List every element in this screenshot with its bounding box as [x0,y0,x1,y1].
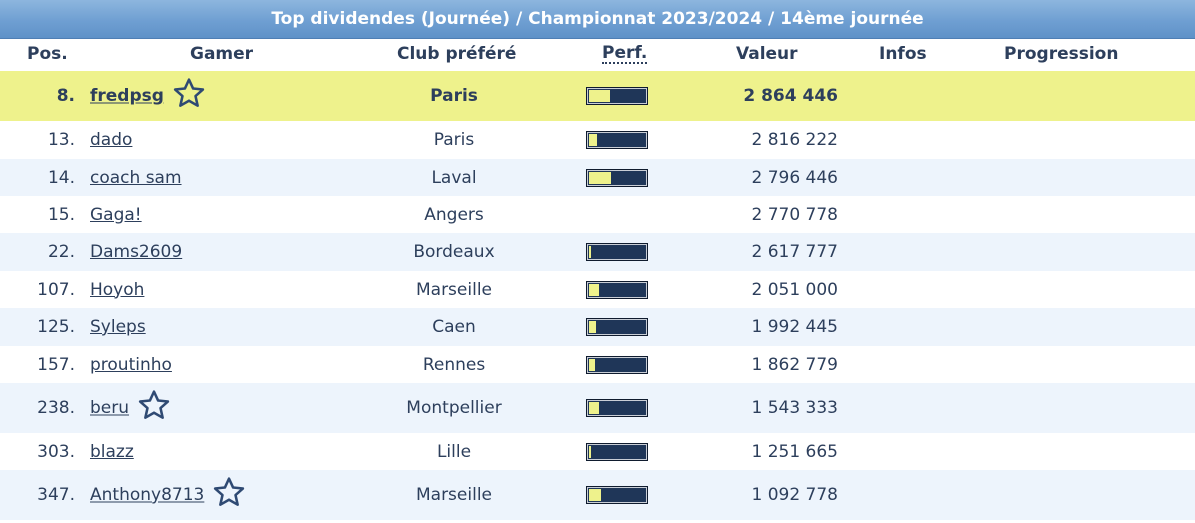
perf-bar [586,131,648,149]
gamer-cell: Dams2609 [90,242,182,262]
gamer-link[interactable]: Hoyoh [90,279,145,300]
col-gamer: Gamer [190,44,254,64]
row-position: 13. [47,130,75,150]
table-row: 238. beru Montpellier 1 543 333 [0,383,1195,433]
perf-bar-fill [589,445,591,458]
row-position: 303. [37,441,75,462]
gamer-cell: blazz [90,442,134,462]
table-row: 8. fredpsg Paris 2 864 446 [0,71,1195,121]
row-position: 157. [37,354,75,375]
perf-bar [586,486,648,504]
gamer-cell: Syleps [90,317,146,337]
table-row: 14. coach sam Laval 2 796 446 [0,159,1195,196]
perf-bar [586,399,648,417]
ranking-title: Top dividendes (Journée) / Championnat 2… [0,0,1195,39]
row-value: 1 543 333 [751,398,838,418]
col-progress: Progression [1004,44,1119,64]
row-value: 2 864 446 [743,86,838,106]
table-row: 15. Gaga! Angers 2 770 778 [0,196,1195,233]
gamer-link[interactable]: Anthony8713 [90,485,205,505]
perf-bar-fill [589,283,599,296]
gamer-link[interactable]: blazz [90,441,134,462]
perf-bar-fill [589,90,610,102]
ranking-table: 8. fredpsg Paris 2 864 446 13. dado Paris 2 816… [0,71,1195,520]
gamer-cell: proutinho [90,355,172,375]
gamer-link[interactable]: coach sam [90,167,182,188]
gamer-cell: Gaga! [90,205,142,225]
perf-bar-fill [589,134,597,146]
favorite-club: Paris [433,130,475,150]
gamer-link[interactable]: fredpsg [90,86,164,106]
perf-bar [586,87,648,105]
favorite-club: Angers [424,204,484,225]
perf-bar [586,168,648,187]
gamer-cell: coach sam [90,168,182,188]
table-row: 347. Anthony8713 Marseille 1 092 778 [0,470,1195,520]
gamer-link[interactable]: dado [90,130,133,150]
col-pos: Pos. [27,44,68,64]
gamer-link[interactable]: Syleps [90,317,146,337]
perf-bar [586,318,648,336]
col-club: Club préféré [397,44,517,64]
row-position: 15. [47,204,75,225]
row-value: 2 617 777 [751,242,838,262]
star-icon [137,389,171,428]
perf-bar [586,243,648,261]
favorite-club: Montpellier [406,398,502,418]
gamer-link[interactable]: Dams2609 [90,242,183,262]
gamer-cell: fredpsg [90,77,206,116]
table-row: 125. Syleps Caen 1 992 445 [0,308,1195,346]
row-value: 2 770 778 [751,204,838,225]
perf-bar-fill [589,489,601,501]
row-value: 2 796 446 [751,167,838,188]
perf-bar [586,442,648,461]
perf-bar-fill [589,358,595,371]
favorite-club: Caen [432,317,476,337]
table-row: 157. proutinho Rennes 1 862 779 [0,346,1195,383]
perf-bar [586,355,648,374]
row-position: 347. [37,485,75,505]
favorite-club: Marseille [415,485,493,505]
perf-bar-fill [589,321,596,333]
table-header: Pos. Gamer Club préféré Perf. Valeur Inf… [0,39,1195,71]
gamer-cell: dado [90,130,132,150]
perf-bar-fill [589,171,611,184]
row-position: 238. [37,398,75,418]
col-value: Valeur [736,44,798,64]
table-row: 107. Hoyoh Marseille 2 051 000 [0,271,1195,308]
gamer-link[interactable]: beru [90,398,130,418]
star-icon [212,476,246,515]
star-icon [172,77,206,116]
favorite-club: Lille [436,441,472,462]
row-position: 107. [37,279,75,300]
row-position: 125. [37,317,75,337]
perf-bar-fill [589,402,599,414]
table-row: 13. dado Paris 2 816 222 [0,121,1195,159]
row-position: 8. [56,86,75,106]
gamer-link[interactable]: Gaga! [90,204,142,225]
perf-bar [586,280,648,299]
gamer-link[interactable]: proutinho [90,354,172,375]
row-position: 22. [47,242,75,262]
row-value: 1 992 445 [751,317,838,337]
row-position: 14. [47,167,75,188]
favorite-club: Marseille [415,279,493,300]
favorite-club: Paris [430,86,478,106]
table-row: 303. blazz Lille 1 251 665 [0,433,1195,470]
perf-bar-fill [589,246,591,258]
col-perf[interactable]: Perf. [602,43,648,64]
gamer-cell: Anthony8713 [90,476,246,515]
table-row: 22. Dams2609 Bordeaux 2 617 777 [0,233,1195,271]
gamer-cell: Hoyoh [90,280,144,300]
row-value: 1 862 779 [751,354,838,375]
gamer-cell: beru [90,389,171,428]
favorite-club: Laval [431,167,477,188]
favorite-club: Rennes [422,354,486,375]
favorite-club: Bordeaux [413,242,495,262]
row-value: 2 051 000 [751,279,838,300]
row-value: 2 816 222 [751,130,838,150]
col-infos: Infos [879,44,927,64]
row-value: 1 092 778 [751,485,838,505]
row-value: 1 251 665 [751,441,838,462]
